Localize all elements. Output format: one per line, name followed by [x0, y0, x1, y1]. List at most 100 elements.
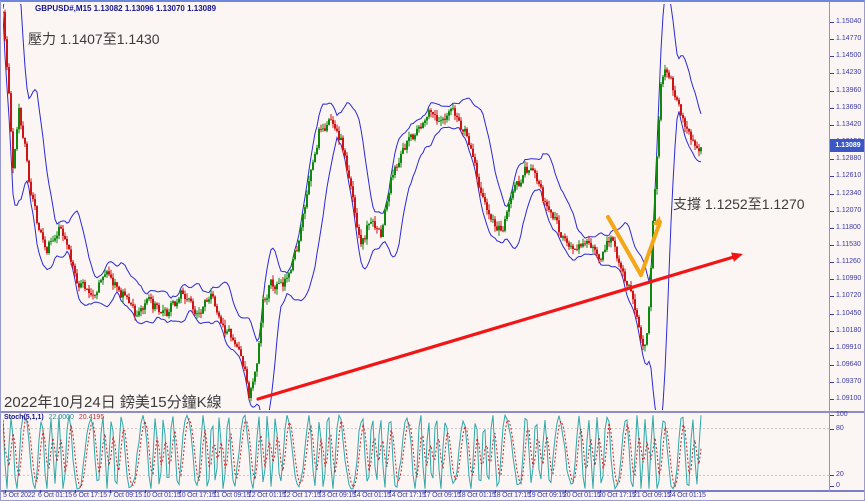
price-axis-tick	[830, 365, 834, 366]
price-axis[interactable]: 1.15040 1.14770 1.14500 1.14230 1.13960 1.136…	[829, 2, 864, 411]
price-axis-tick	[830, 262, 834, 264]
price-axis-label: 1.12610	[836, 172, 862, 180]
time-axis-label: 6 Oct 01:15	[38, 492, 72, 499]
price-axis-tick	[830, 90, 834, 92]
price-axis-label: 1.13960	[836, 86, 862, 94]
time-axis-label: 12 Oct 01:15	[248, 492, 286, 499]
price-axis-tick	[830, 193, 834, 195]
price-axis-label: 1.12880	[836, 155, 862, 163]
stoch-scale-label: 100	[836, 411, 848, 418]
time-axis-tick	[600, 490, 601, 493]
price-axis-label: 1.09640	[836, 361, 862, 368]
time-axis-label: 10 Oct 01:15	[143, 492, 181, 499]
stoch-indicator-label: Stoch(5,1,1) 22.0000 20.4195	[4, 414, 104, 421]
date-annotation: 2022年10月24日 鎊美15分鐘K線	[4, 394, 222, 411]
price-axis-tick	[830, 159, 834, 161]
stoch-d-value: 20.4195	[78, 414, 105, 421]
price-axis-tick	[830, 22, 834, 23]
price-axis-label: 1.09100	[836, 395, 862, 403]
price-axis-tick	[830, 73, 834, 75]
window-divider[interactable]	[1, 411, 864, 413]
time-axis-label: 17 Oct 09:15	[423, 492, 461, 499]
price-axis-label: 1.12070	[836, 206, 862, 214]
time-axis-tick	[215, 490, 216, 493]
price-axis-tick	[830, 210, 834, 212]
price-axis-label: 1.09370	[836, 378, 862, 386]
time-axis-label: 19 Oct 09:15	[528, 492, 566, 499]
stoch-name: Stoch(5,1,1)	[4, 414, 44, 421]
price-axis-label: 1.13420	[836, 120, 862, 128]
time-axis-label: 14 Oct 01:15	[353, 492, 391, 499]
time-axis-tick	[110, 490, 111, 493]
time-axis-label: 13 Oct 09:15	[318, 492, 356, 499]
price-axis-tick	[830, 347, 834, 349]
time-axis-label: 7 Oct 09:15	[108, 492, 142, 499]
time-axis-tick	[250, 490, 251, 493]
time-axis-label: 11 Oct 09:15	[213, 492, 251, 499]
stoch-scale-label: 0	[836, 482, 840, 489]
time-axis[interactable]: 5 Oct 2022 6 Oct 01:15 6 Oct 17:15 7 Oct 09…	[1, 490, 829, 500]
time-axis-label: 10 Oct 17:15	[178, 492, 216, 499]
price-axis-label: 1.10990	[836, 275, 862, 283]
stoch-scale: 100 80 20 0	[829, 411, 864, 491]
time-axis-tick	[40, 490, 41, 493]
price-axis-tick	[830, 382, 834, 384]
time-axis-tick	[75, 490, 76, 493]
price-axis-label: 1.15040	[836, 18, 862, 25]
price-axis-label: 1.14770	[836, 35, 862, 43]
price-axis-tick	[830, 279, 834, 281]
time-axis-tick	[180, 490, 181, 493]
time-axis-tick	[670, 490, 671, 493]
time-axis-tick	[530, 490, 531, 493]
stoch-scale-label: 80	[836, 424, 844, 432]
time-axis-label: 14 Oct 17:15	[388, 492, 426, 499]
stoch-scale-tick	[830, 475, 834, 477]
price-axis-label: 1.10180	[836, 326, 862, 334]
price-axis-label: 1.11800	[836, 223, 861, 231]
time-axis-tick	[285, 490, 286, 493]
price-axis-label: 1.13690	[836, 103, 862, 111]
time-axis-tick	[635, 490, 636, 493]
price-axis-tick	[830, 244, 834, 246]
price-axis-label: 1.14500	[836, 52, 862, 60]
time-axis-label: 12 Oct 17:15	[283, 492, 321, 499]
symbol-ohlc-label: GBPUSD#,M15 1.13082 1.13096 1.13070 1.13…	[35, 4, 217, 13]
price-axis-tick	[830, 56, 834, 58]
time-axis-tick	[495, 490, 496, 493]
time-axis-label: 6 Oct 17:15	[73, 492, 107, 499]
price-axis-label: 1.12340	[836, 189, 862, 197]
bottom-frame-line	[1, 490, 864, 492]
stoch-k-value: 22.0000	[48, 414, 74, 421]
price-axis-label: 1.14230	[836, 69, 862, 77]
price-axis-label: 1.10450	[836, 309, 862, 317]
stoch-scale-tick	[830, 415, 834, 416]
price-axis-tick	[830, 296, 834, 298]
time-axis-tick	[320, 490, 321, 493]
price-axis-line	[829, 2, 830, 492]
price-axis-tick	[830, 399, 834, 401]
current-price-tag: 1.13089	[830, 139, 864, 152]
price-axis-tick	[830, 313, 834, 315]
time-axis-tick	[355, 490, 356, 493]
time-axis-tick	[5, 490, 6, 493]
time-axis-label: 21 Oct 09:15	[633, 492, 671, 499]
time-axis-tick	[390, 490, 391, 493]
resistance-annotation: 壓力 1.1407至1.1430	[28, 31, 160, 47]
price-axis-tick	[830, 107, 834, 109]
time-axis-label: 18 Oct 01:15	[458, 492, 496, 499]
price-axis-label: 1.11530	[836, 240, 861, 248]
price-axis-label: 1.11260	[836, 258, 861, 266]
time-axis-label: 24 Oct 01:15	[668, 492, 706, 499]
stoch-scale-label: 20	[836, 471, 844, 479]
time-axis-label: 20 Oct 01:15	[563, 492, 601, 499]
support-annotation: 支撐 1.1252至1.1270	[673, 196, 805, 212]
stoch-scale-tick	[830, 486, 834, 487]
time-axis-tick	[460, 490, 461, 493]
time-axis-label: 18 Oct 17:15	[493, 492, 531, 499]
stoch-scale-tick	[830, 428, 834, 430]
price-axis-tick	[830, 330, 834, 332]
price-axis-tick	[830, 176, 834, 178]
price-axis-label: 1.10720	[836, 292, 862, 300]
